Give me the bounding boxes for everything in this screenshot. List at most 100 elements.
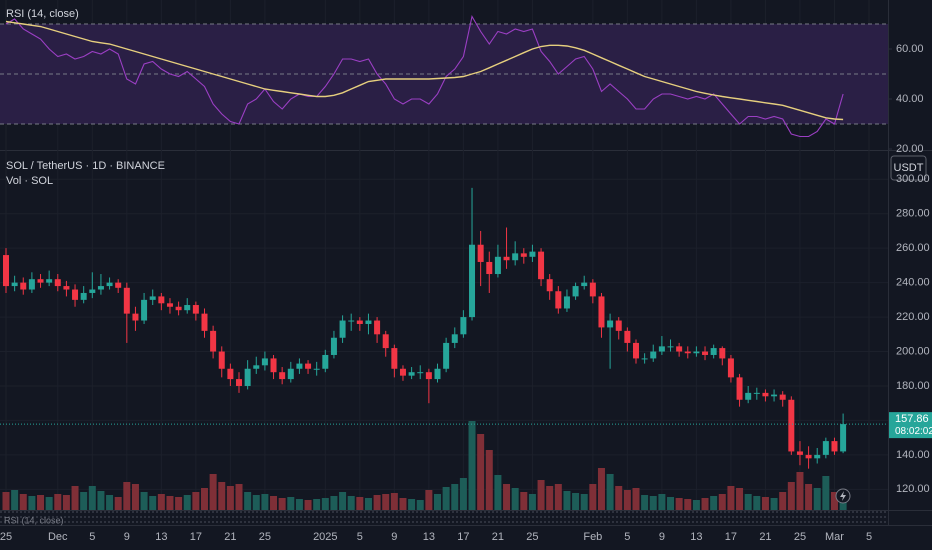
last-price-label: 157.86 bbox=[895, 413, 929, 425]
volume-bar bbox=[649, 496, 657, 510]
volume-bar bbox=[520, 492, 528, 510]
candle-body bbox=[63, 286, 70, 290]
volume-bar bbox=[295, 499, 303, 510]
candle-body bbox=[529, 251, 536, 257]
candle-body bbox=[641, 358, 648, 360]
volume-bar bbox=[183, 495, 191, 510]
candle-body bbox=[365, 320, 372, 324]
volume-bar bbox=[511, 488, 519, 510]
candle-body bbox=[408, 372, 415, 376]
symbol-title: SOL / TetherUS · 1D · BINANCE bbox=[6, 160, 165, 172]
x-tick-label: 5 bbox=[357, 531, 363, 543]
candle-body bbox=[244, 368, 251, 386]
last-price-box bbox=[889, 412, 932, 439]
plot-layer bbox=[0, 14, 892, 523]
x-tick-label: 25 bbox=[794, 531, 806, 543]
volume-bar bbox=[261, 494, 269, 510]
candle-body bbox=[736, 377, 743, 400]
x-tick-label: 17 bbox=[457, 531, 469, 543]
volume-bar bbox=[736, 488, 744, 510]
volume-bar bbox=[200, 488, 208, 510]
y-tick-label: 180.00 bbox=[896, 380, 930, 392]
candle-body bbox=[3, 255, 9, 287]
currency-label[interactable]: USDT bbox=[894, 162, 924, 174]
volume-bar bbox=[11, 490, 19, 510]
candle-body bbox=[106, 282, 113, 287]
candle-body bbox=[779, 394, 786, 400]
candle-body bbox=[399, 368, 406, 376]
candle-body bbox=[261, 358, 268, 366]
candle-body bbox=[356, 320, 363, 324]
candle-body bbox=[382, 334, 389, 349]
x-tick-label: 5 bbox=[89, 531, 95, 543]
volume-bar bbox=[468, 421, 476, 510]
volume-bar bbox=[382, 494, 390, 510]
volume-bar bbox=[252, 495, 260, 510]
candle-body bbox=[745, 392, 752, 400]
volume-bar bbox=[554, 484, 562, 510]
volume-bar bbox=[753, 496, 761, 510]
candle-body bbox=[632, 342, 639, 359]
volume-bar bbox=[615, 486, 623, 510]
volume-bar bbox=[503, 484, 511, 510]
candle-body bbox=[20, 282, 27, 290]
candle-body bbox=[80, 292, 87, 300]
volume-bar bbox=[710, 496, 718, 510]
candle-body bbox=[425, 372, 432, 380]
volume-bar bbox=[416, 500, 424, 510]
candle-body bbox=[684, 351, 691, 354]
candle-body bbox=[149, 296, 156, 300]
mini-rsi-title: RSI (14, close) bbox=[4, 515, 64, 525]
candle-body bbox=[624, 330, 631, 343]
volume-bar bbox=[727, 486, 735, 510]
volume-bar bbox=[37, 495, 45, 510]
volume-bar bbox=[278, 498, 286, 510]
candle-body bbox=[54, 279, 61, 287]
volume-bar bbox=[313, 499, 321, 510]
volume-bar bbox=[580, 494, 588, 510]
candle-body bbox=[658, 346, 665, 352]
candle-body bbox=[270, 358, 277, 373]
candle-body bbox=[710, 348, 717, 355]
candle-body bbox=[650, 351, 657, 359]
candle-body bbox=[236, 379, 243, 386]
volume-bar bbox=[779, 492, 787, 510]
x-tick-label: 13 bbox=[690, 531, 702, 543]
candle-body bbox=[615, 320, 622, 331]
volume-bar bbox=[528, 494, 536, 510]
y-tick-label: 120.00 bbox=[896, 483, 930, 495]
candle-body bbox=[166, 303, 173, 307]
countdown-label: 08:02:02 bbox=[895, 426, 932, 437]
volume-bar bbox=[744, 494, 752, 510]
volume-bar bbox=[106, 495, 114, 510]
candle-body bbox=[538, 251, 545, 280]
candle-body bbox=[753, 392, 760, 394]
candle-body bbox=[607, 320, 614, 328]
currency-button[interactable] bbox=[890, 155, 927, 181]
volume-bar bbox=[589, 484, 597, 510]
candle-body bbox=[287, 368, 294, 380]
volume-bar bbox=[623, 490, 631, 510]
candle-body bbox=[831, 441, 838, 452]
x-tick-label: 5 bbox=[624, 531, 630, 543]
volume-bar bbox=[226, 486, 234, 510]
volume-bar bbox=[684, 499, 692, 510]
candle-body bbox=[322, 354, 329, 369]
candle-body bbox=[451, 334, 458, 343]
volume-bar bbox=[494, 475, 502, 510]
y-tick-label: 240.00 bbox=[896, 277, 930, 289]
volume-bar bbox=[761, 497, 769, 510]
x-tick-label: 17 bbox=[190, 531, 202, 543]
x-tick-label: Dec bbox=[48, 531, 68, 543]
candle-body bbox=[210, 330, 217, 352]
volume-bar bbox=[830, 492, 838, 510]
x-tick-label: 25 bbox=[259, 531, 271, 543]
candle-body bbox=[374, 320, 381, 335]
candle-body bbox=[279, 372, 286, 380]
x-tick-label: 5 bbox=[866, 531, 872, 543]
candle-body bbox=[771, 394, 778, 397]
candle-body bbox=[840, 424, 847, 452]
rsi-line bbox=[5, 14, 844, 138]
rsi-tick-label: 20.00 bbox=[896, 143, 924, 155]
